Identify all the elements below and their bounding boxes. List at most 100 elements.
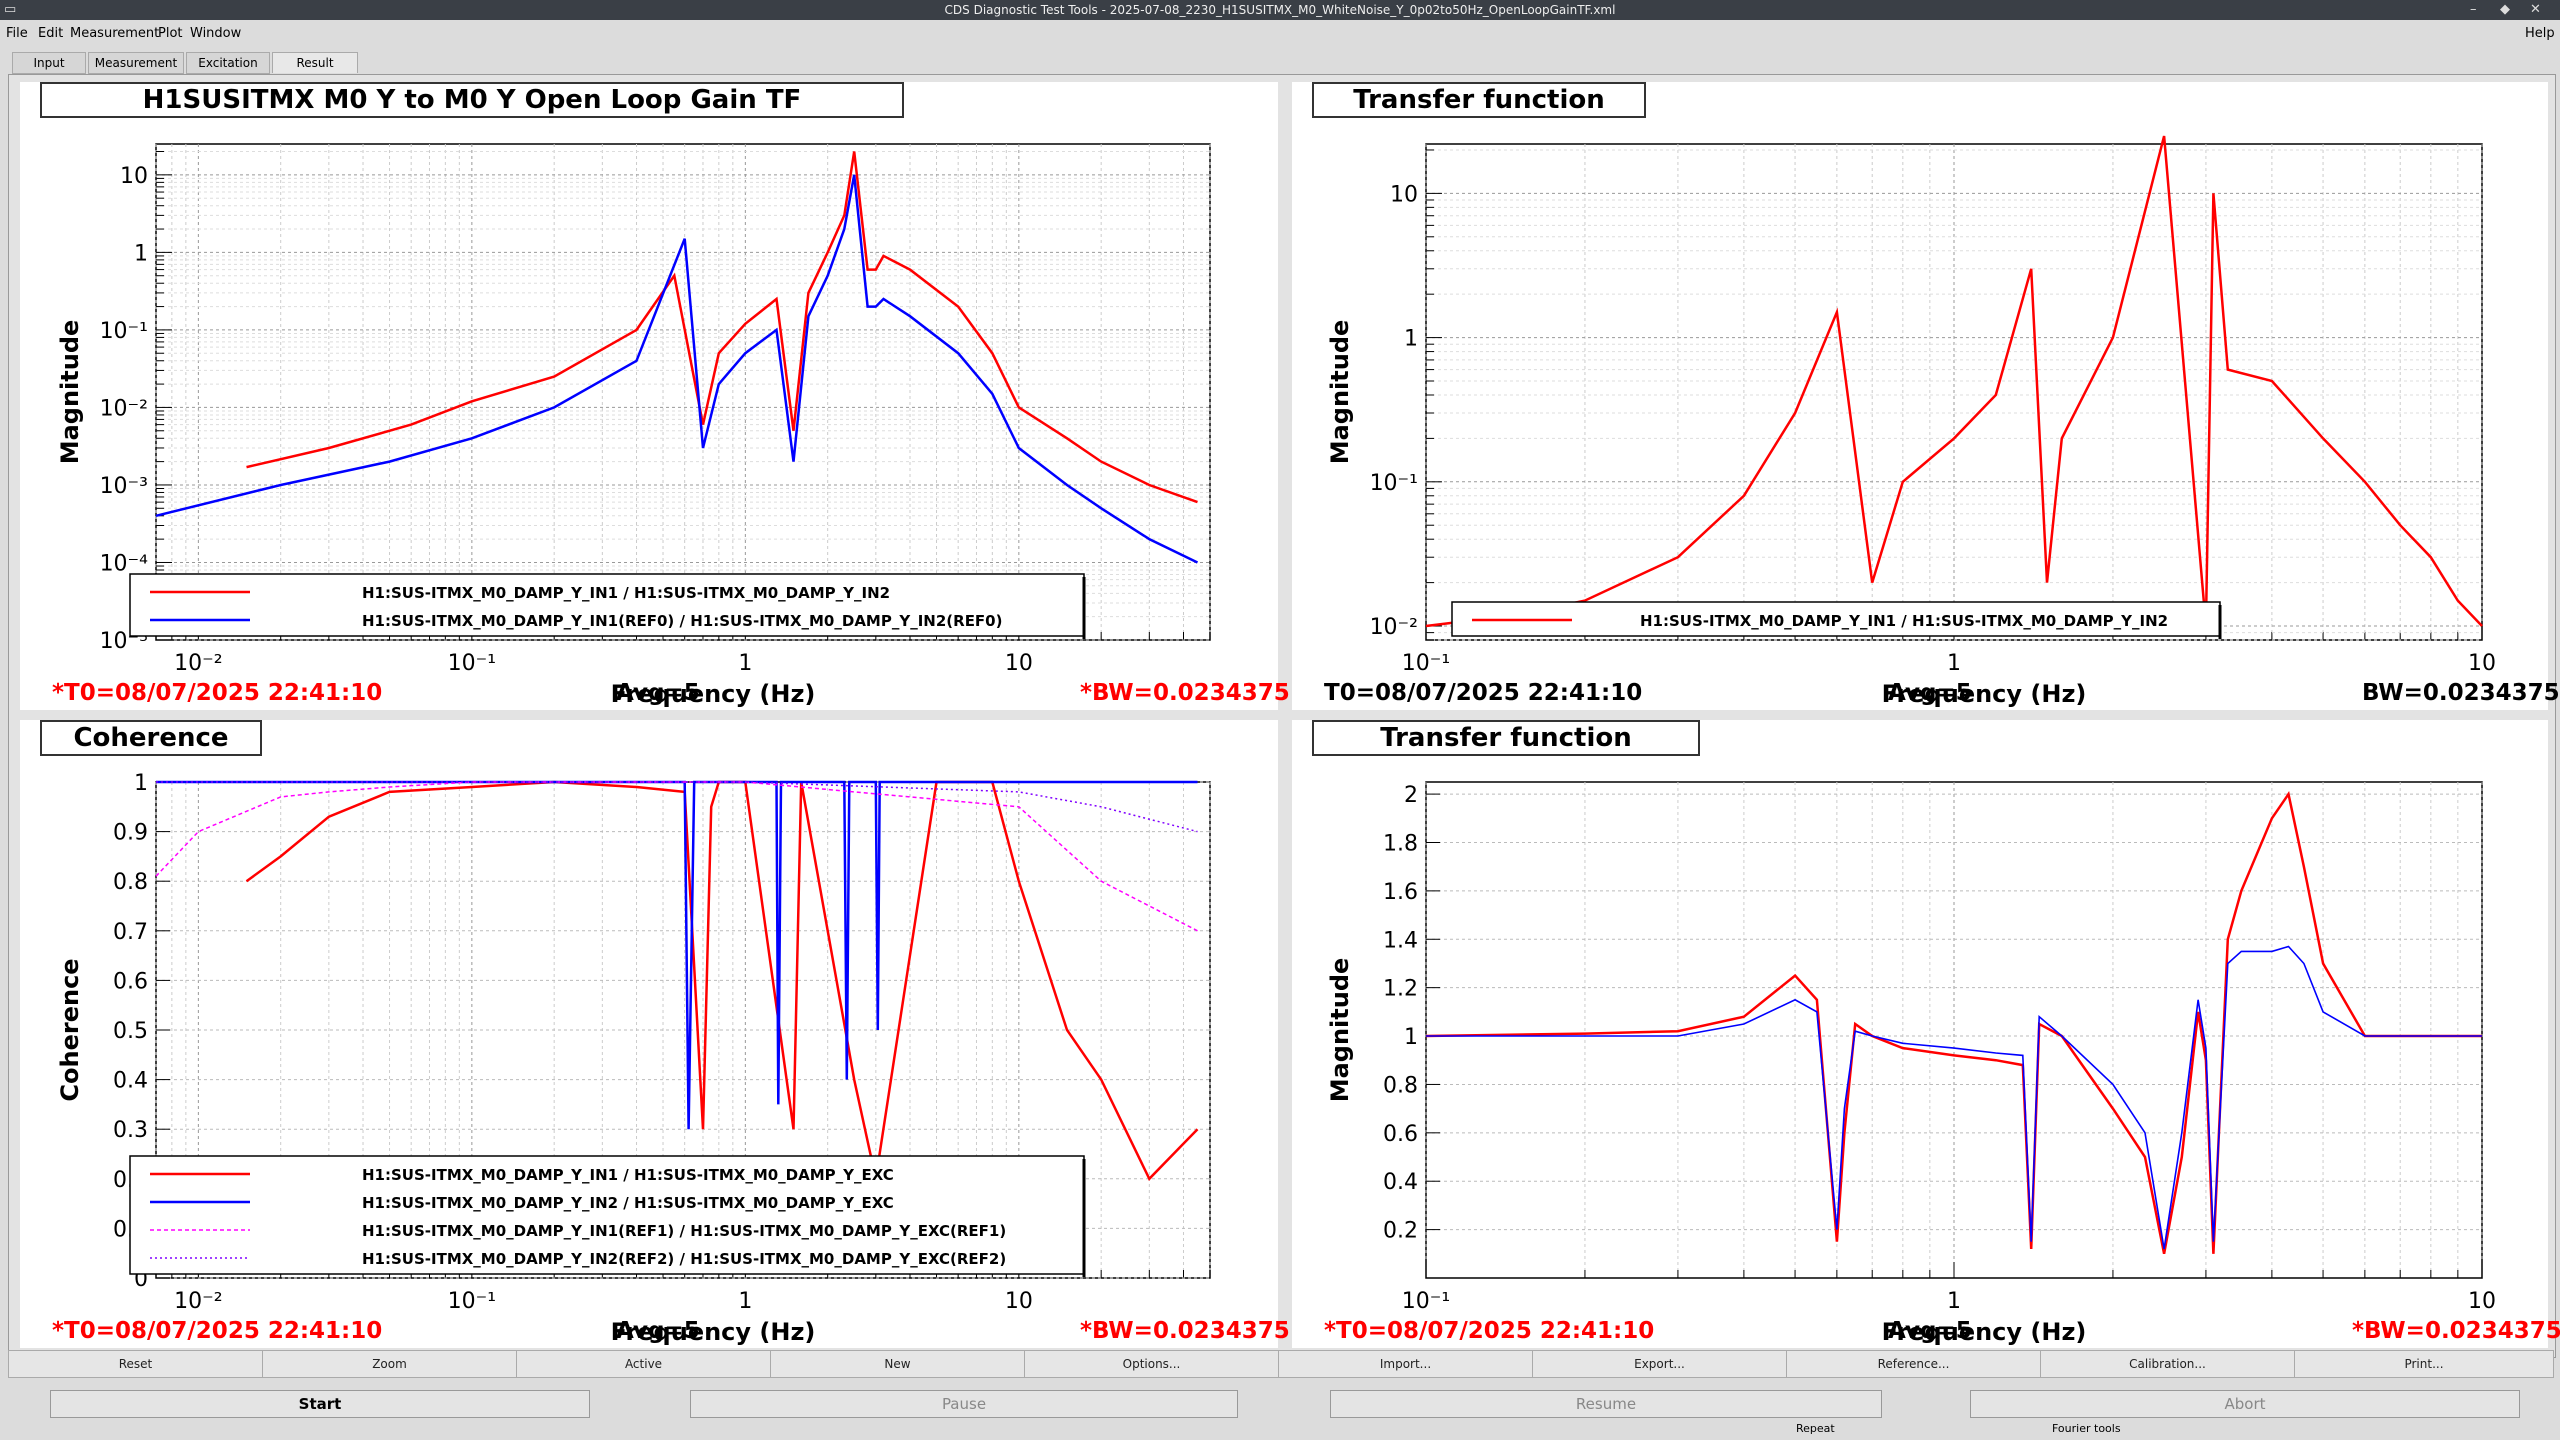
legend-box — [129, 1155, 1085, 1275]
tab-excitation[interactable]: Excitation — [186, 52, 270, 74]
window-title: CDS Diagnostic Test Tools - 2025-07-08_2… — [944, 3, 1616, 17]
status-repeat: Repeat — [1796, 1422, 1835, 1435]
maximize-icon[interactable]: ◆ — [2500, 2, 2510, 17]
y-axis-label: Magnitude — [1326, 320, 1354, 465]
avg-label: Avg=5 — [616, 1318, 700, 1344]
reset-button[interactable]: Reset — [8, 1350, 263, 1378]
import-button[interactable]: Import... — [1278, 1350, 1533, 1378]
panel-title: Transfer function — [1312, 82, 1646, 118]
tab-measurement[interactable]: Measurement — [88, 52, 184, 74]
menu-file[interactable]: File — [6, 26, 28, 41]
legend-box — [129, 573, 1085, 637]
x-tick-label: 10 — [1005, 651, 1033, 676]
x-tick-label: 1 — [738, 1289, 752, 1314]
plot-pad-1[interactable]: H1SUSITMX M0 Y to M0 Y Open Loop Gain TF… — [20, 82, 1290, 710]
y-tick-label: 10⁻² — [100, 396, 148, 421]
panel-title: Transfer function — [1312, 720, 1700, 756]
start-button[interactable]: Start — [50, 1390, 590, 1418]
plot-pad-4[interactable]: Transfer function 10⁻¹ 1 10 2 1.8 1.6 1.4 1.2 1 0… — [1292, 720, 2560, 1348]
series-line — [246, 151, 1198, 504]
export-button[interactable]: Export... — [1532, 1350, 1787, 1378]
window-titlebar: CDS Diagnostic Test Tools - 2025-07-08_2… — [0, 0, 2560, 20]
y-tick-label: 0.4 — [1383, 1170, 1418, 1195]
x-tick-label: 1 — [738, 651, 752, 676]
tab-result[interactable]: Result — [272, 52, 358, 73]
x-tick-label: 10⁻¹ — [448, 1289, 496, 1314]
series-line — [155, 781, 1198, 932]
close-icon[interactable]: ✕ — [2530, 2, 2541, 17]
y-tick-label: 0.2 — [1383, 1219, 1418, 1244]
x-tick-label: 1 — [1947, 651, 1961, 676]
y-axis-label: Coherence — [56, 958, 84, 1101]
menu-edit[interactable]: Edit — [38, 26, 64, 41]
y-tick-label: 0.4 — [113, 1069, 148, 1094]
legend-box — [1451, 601, 2221, 637]
y-tick-label: 0.9 — [113, 821, 148, 846]
t0-label: *T0=08/07/2025 22:41:10 — [1324, 1318, 1655, 1344]
menu-bar: File Edit Measurement Plot Window Help — [0, 22, 2560, 46]
avg-label: Avg=5 — [1888, 680, 1972, 706]
y-tick-label: 0.5 — [113, 1019, 148, 1044]
active-button[interactable]: Active — [516, 1350, 771, 1378]
legend-entry: H1:SUS-ITMX_M0_DAMP_Y_IN1(REF0) / H1:SUS… — [362, 612, 1002, 630]
x-tick-label: 10⁻¹ — [1402, 651, 1450, 676]
bw-label: *BW=0.0234375 — [1080, 1318, 1290, 1344]
plot-button-row: Reset Zoom Active New Options... Import.… — [8, 1350, 2554, 1378]
y-tick-label: 1 — [134, 241, 148, 266]
resume-button[interactable]: Resume — [1330, 1390, 1882, 1418]
legend-entry: H1:SUS-ITMX_M0_DAMP_Y_IN2(REF2) / H1:SUS… — [362, 1250, 1006, 1268]
window-menu-icon[interactable]: ▭ — [4, 2, 17, 17]
t0-label: *T0=08/07/2025 22:41:10 — [52, 680, 383, 706]
options-button[interactable]: Options... — [1024, 1350, 1279, 1378]
y-tick-label: 1.8 — [1383, 831, 1418, 856]
menu-plot[interactable]: Plot — [158, 26, 183, 41]
panel-title: Coherence — [40, 720, 262, 756]
minimize-icon[interactable]: – — [2470, 2, 2477, 17]
x-tick-label: 10⁻² — [174, 651, 222, 676]
pause-button[interactable]: Pause — [690, 1390, 1238, 1418]
menu-help[interactable]: Help — [2525, 26, 2555, 41]
y-tick-label: 2 — [1404, 783, 1418, 808]
reference-button[interactable]: Reference... — [1786, 1350, 2041, 1378]
plot-frame — [155, 143, 1211, 641]
status-fourier: Fourier tools — [2052, 1422, 2121, 1435]
y-tick-label: 1 — [134, 771, 148, 796]
panel-title: H1SUSITMX M0 Y to M0 Y Open Loop Gain TF — [40, 82, 904, 118]
y-tick-label: 0.8 — [113, 870, 148, 895]
chart-svg-1[interactable]: 10⁻² 10⁻¹ 1 1010110⁻¹10⁻²10⁻³10⁻⁴10⁻⁵Freque… — [20, 82, 1278, 710]
chart-svg-2[interactable]: 10⁻¹ 1 10 10 1 10⁻¹ 10⁻² Frequency (Hz) Magnitud… — [1292, 82, 2548, 710]
y-axis-label: Magnitude — [1326, 958, 1354, 1103]
x-tick-label: 10 — [2468, 651, 2496, 676]
calibration-button[interactable]: Calibration... — [2040, 1350, 2295, 1378]
t0-label: T0=08/07/2025 22:41:10 — [1324, 680, 1643, 706]
y-tick-label: 1 — [1404, 327, 1418, 352]
y-tick-label: 0.6 — [113, 969, 148, 994]
menu-measurement[interactable]: Measurement — [70, 26, 160, 41]
y-tick-label: 1.4 — [1383, 928, 1418, 953]
new-button[interactable]: New — [770, 1350, 1025, 1378]
avg-label: Avg=5 — [1888, 1318, 1972, 1344]
legend-entry: H1:SUS-ITMX_M0_DAMP_Y_IN1(REF1) / H1:SUS… — [362, 1222, 1006, 1240]
bw-label: BW=0.0234375 — [2362, 680, 2560, 706]
chart-svg-4[interactable]: 10⁻¹ 1 10 2 1.8 1.6 1.4 1.2 1 0.8 0.6 0.4 0.2 Frequen… — [1292, 720, 2548, 1348]
print-button[interactable]: Print... — [2294, 1350, 2554, 1378]
plot-pad-2[interactable]: Transfer function 10⁻¹ 1 10 10 1 10⁻¹ 10⁻² Freq… — [1292, 82, 2560, 710]
series-line — [155, 174, 1199, 564]
y-tick-label: 1.6 — [1383, 880, 1418, 905]
abort-button[interactable]: Abort — [1970, 1390, 2520, 1418]
x-tick-label: 10 — [1005, 1289, 1033, 1314]
zoom-button[interactable]: Zoom — [262, 1350, 517, 1378]
y-tick-label: 1.2 — [1383, 977, 1418, 1002]
tab-input[interactable]: Input — [12, 52, 86, 74]
y-tick-label: 0.6 — [1383, 1122, 1418, 1147]
y-tick-label: 10 — [120, 164, 148, 189]
series-line — [1425, 135, 2483, 628]
x-tick-label: 10⁻² — [174, 1289, 222, 1314]
legend-entry: H1:SUS-ITMX_M0_DAMP_Y_IN1 / H1:SUS-ITMX_… — [362, 584, 890, 602]
y-tick-label: 10 — [1390, 182, 1418, 207]
chart-svg-3[interactable]: 10⁻²10⁻¹11010.90.80.70.60.50.40.30.20.10… — [20, 720, 1278, 1348]
plot-pad-3[interactable]: Coherence 10⁻² 10⁻¹ 1 10 1 0.9 0.8 0.7 0.6 0.5 0.4… — [20, 720, 1290, 1348]
menu-window[interactable]: Window — [190, 26, 242, 41]
x-axis-label: Frequency (Hz) — [611, 680, 816, 708]
y-tick-label: 1 — [1404, 1025, 1418, 1050]
